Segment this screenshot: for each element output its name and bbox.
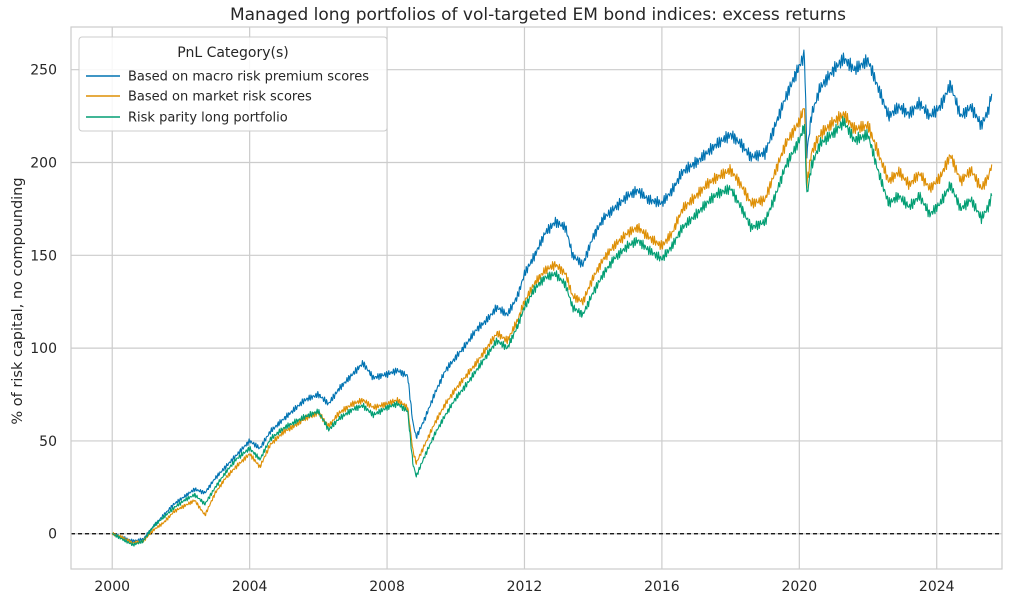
series-line-1 [111, 108, 993, 545]
y-axis-label: % of risk capital, no compounding [10, 177, 26, 424]
y-tick-label: 50 [39, 434, 57, 450]
legend: PnL Category(s) Based on macro risk prem… [78, 36, 388, 132]
legend-label-macro: Based on macro risk premium scores [128, 70, 369, 85]
plot-frame [70, 26, 1003, 570]
y-tick-label: 150 [30, 248, 57, 264]
y-tick-label: 200 [30, 156, 57, 172]
legend-box [78, 36, 388, 132]
chart-title: Managed long portfolios of vol-targeted … [230, 5, 846, 25]
y-tick-label: 250 [30, 63, 57, 79]
y-axis-tick-labels: 0 50 100 150 200 250 [30, 63, 57, 543]
legend-title: PnL Category(s) [177, 45, 289, 61]
x-tick-label: 2016 [644, 579, 680, 595]
y-tick-label: 0 [48, 527, 57, 543]
x-tick-label: 2024 [919, 579, 955, 595]
x-tick-label: 2020 [781, 579, 817, 595]
x-tick-label: 2004 [232, 579, 268, 595]
x-axis-tick-labels: 2000 2004 2008 2012 2016 2020 2024 [94, 579, 954, 595]
series-lines [111, 49, 993, 547]
series-line-0 [112, 49, 993, 544]
series-line-2 [112, 116, 993, 547]
x-tick-label: 2008 [369, 579, 405, 595]
y-tick-label: 100 [30, 341, 57, 357]
legend-label-market: Based on market risk scores [128, 90, 312, 105]
x-tick-label: 2012 [507, 579, 543, 595]
x-tick-label: 2000 [94, 579, 130, 595]
legend-label-risk-parity: Risk parity long portfolio [128, 111, 288, 126]
